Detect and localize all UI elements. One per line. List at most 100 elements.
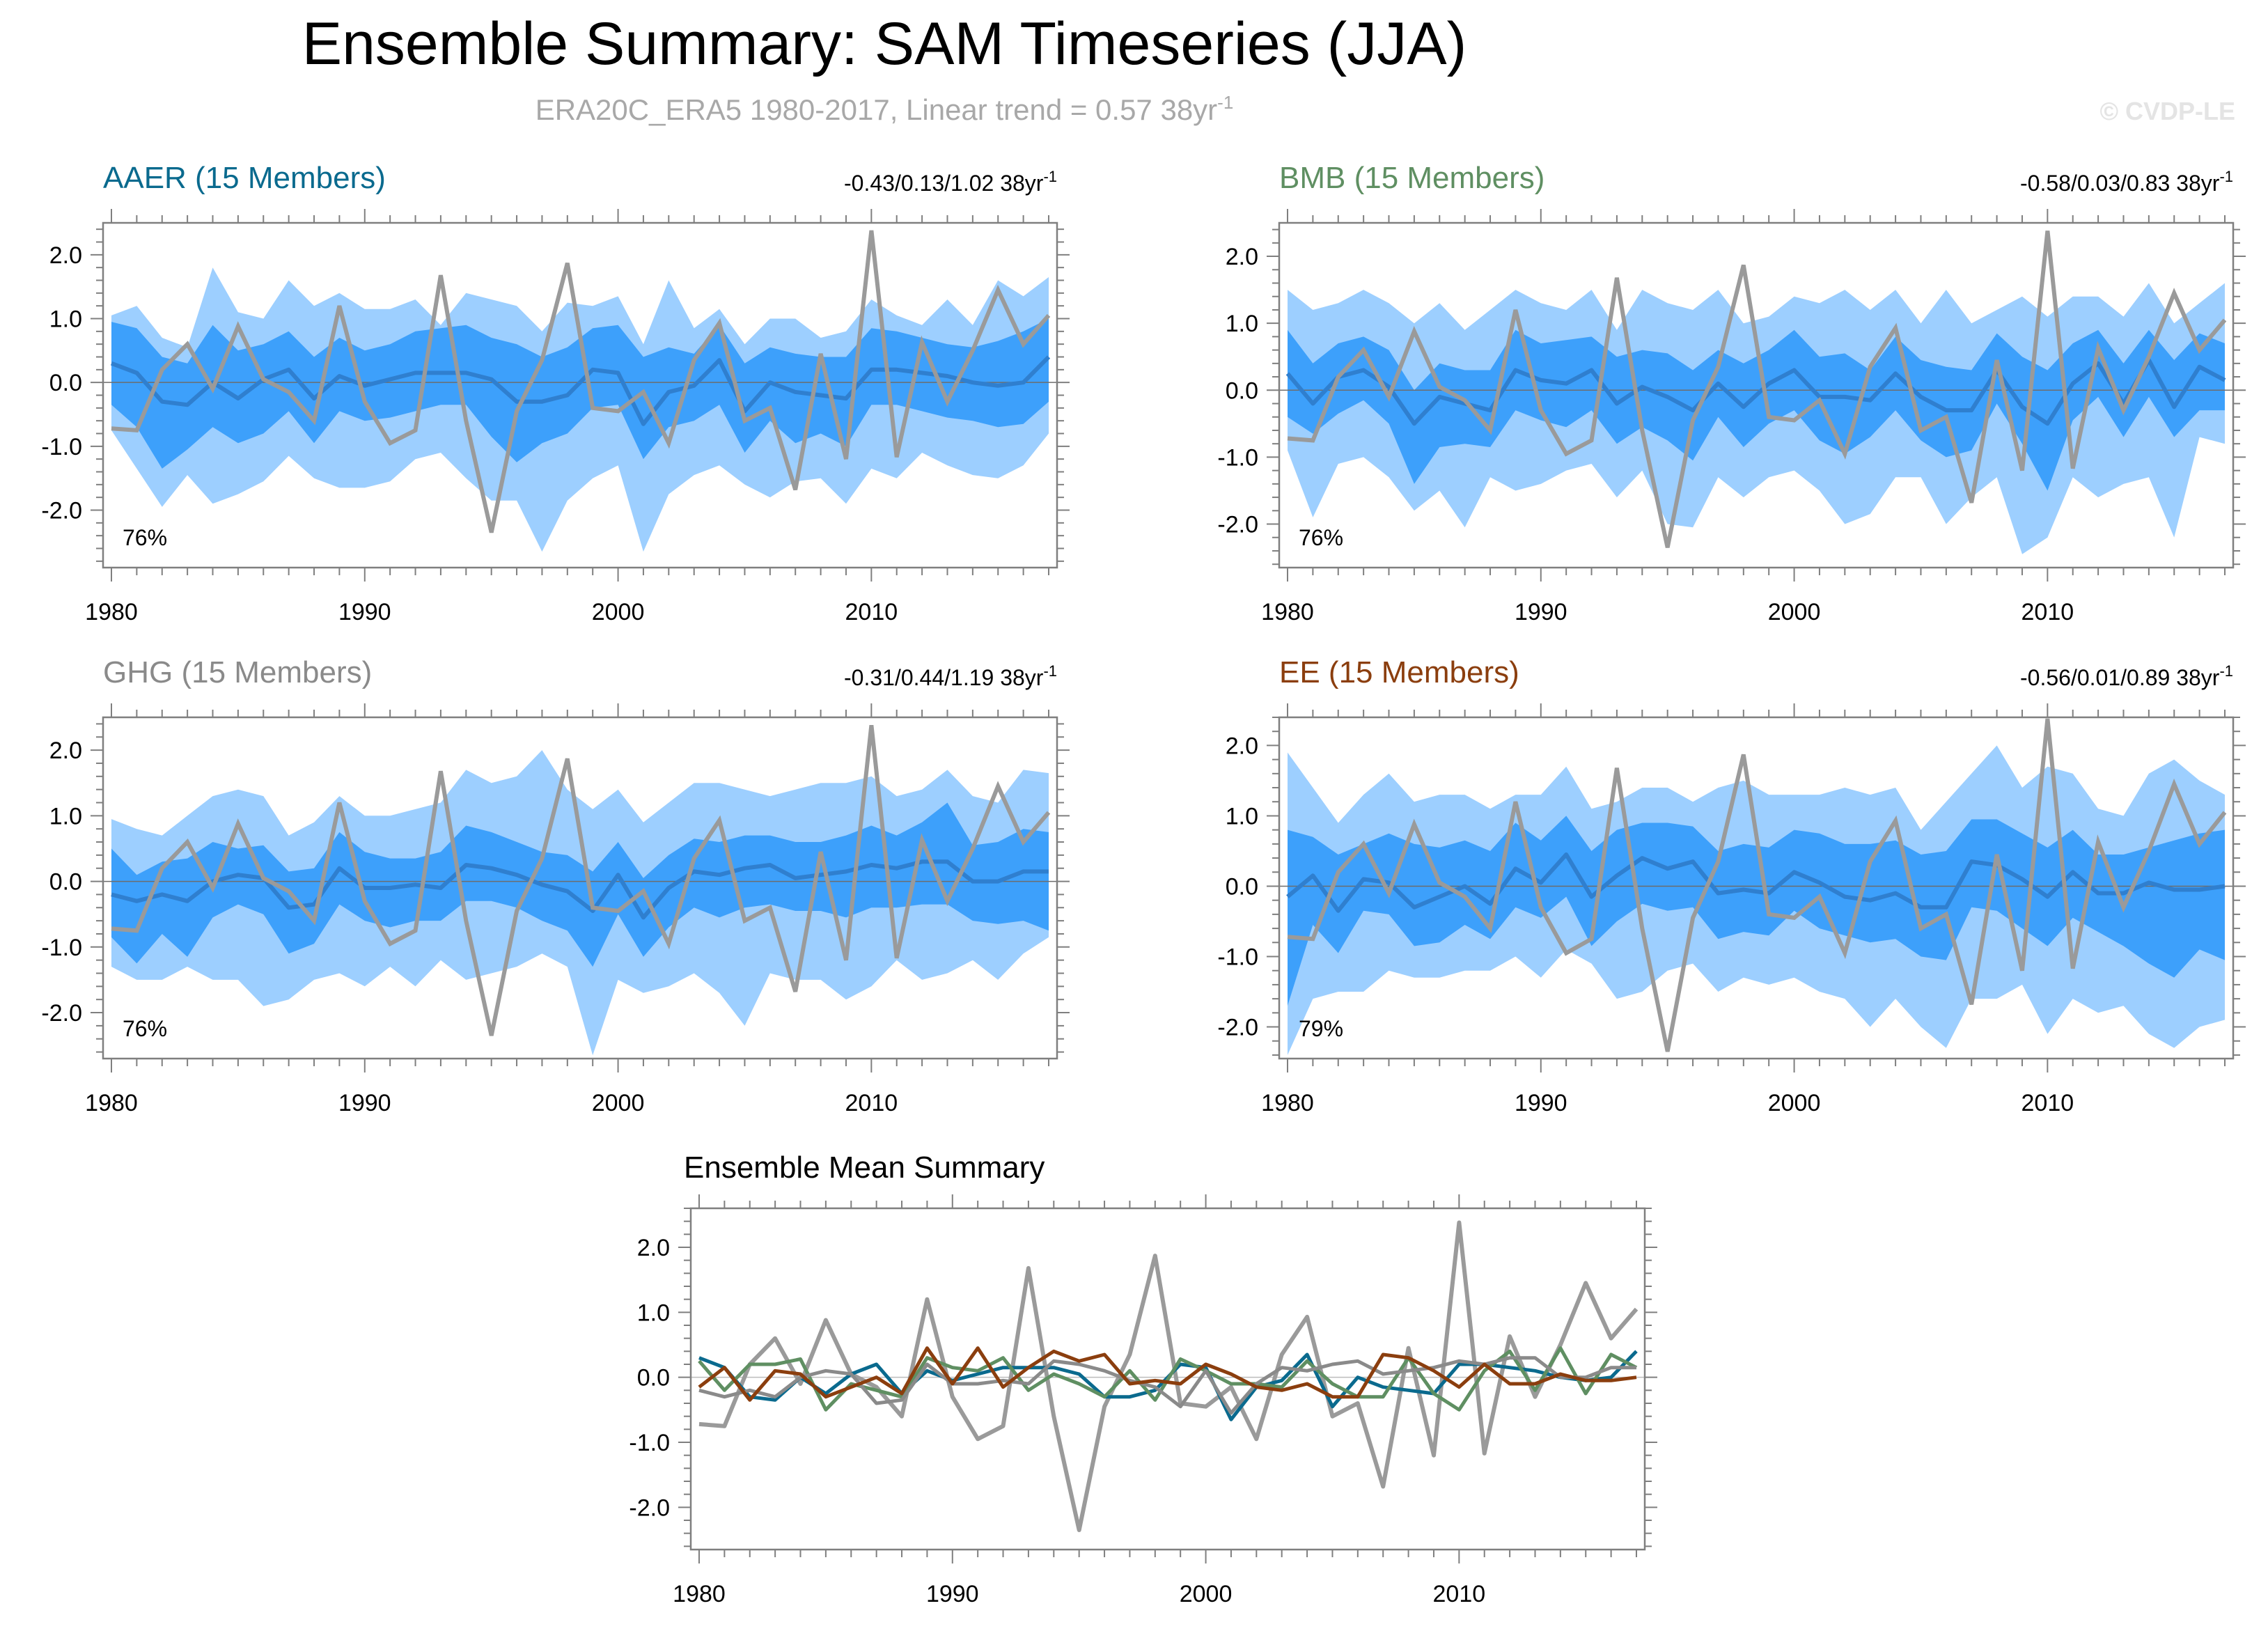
x-tick-label: 2010 xyxy=(2021,599,2074,625)
panel-title: Ensemble Mean Summary xyxy=(684,1150,1045,1185)
y-tick-label: -1.0 xyxy=(1217,444,1258,471)
x-tick-label: 1980 xyxy=(1261,1090,1314,1116)
panel-percent-label: 76% xyxy=(123,525,167,550)
panel-ghg: GHG (15 Members) -0.31/0.44/1.19 38yr-1 76… xyxy=(41,655,1070,1116)
y-tick-label: 1.0 xyxy=(49,803,82,829)
subtitle-text: ERA20C_ERA5 1980-2017, Linear trend = 0.… xyxy=(535,93,1217,126)
trend-stats-superscript: -1 xyxy=(1043,662,1057,680)
panel-title: GHG (15 Members) xyxy=(103,655,372,689)
panel-trend-stats: -0.43/0.13/1.02 38yr-1 xyxy=(844,168,1057,196)
y-tick-label: -2.0 xyxy=(629,1495,670,1521)
series-line-era20c-era5 xyxy=(698,1220,1639,1532)
y-tick-label: -1.0 xyxy=(1217,944,1258,971)
observation-line xyxy=(1287,231,2227,548)
y-tick-label: -1.0 xyxy=(41,935,82,961)
panel-trend-stats: -0.58/0.03/0.83 38yr-1 xyxy=(2020,168,2233,196)
figure-subtitle: ERA20C_ERA5 1980-2017, Linear trend = 0.… xyxy=(535,92,1234,126)
panel-percent-label: 76% xyxy=(123,1016,167,1041)
y-tick-label: -2.0 xyxy=(41,498,82,524)
y-tick-label: 2.0 xyxy=(49,242,82,269)
figure-title: Ensemble Summary: SAM Timeseries (JJA) xyxy=(302,10,1467,77)
y-tick-label: 1.0 xyxy=(49,306,82,333)
plot-area xyxy=(103,724,1057,1056)
x-tick-label: 1990 xyxy=(1515,599,1567,625)
plot-area xyxy=(691,1220,1645,1532)
y-tick-label: 0.0 xyxy=(1226,873,1258,900)
trend-stats-superscript: -1 xyxy=(2219,662,2233,680)
plot-area xyxy=(1279,231,2233,554)
panel-ee: EE (15 Members) -0.56/0.01/0.89 38yr-1 79%… xyxy=(1217,655,2246,1116)
y-tick-label: 1.0 xyxy=(637,1300,670,1326)
x-tick-label: 2010 xyxy=(845,599,898,625)
y-tick-label: -2.0 xyxy=(1217,1015,1258,1041)
trend-stats-text: -0.56/0.01/0.89 38yr xyxy=(2020,665,2220,690)
x-tick-label: 1990 xyxy=(338,1090,391,1116)
plot-frame xyxy=(102,716,1058,1060)
ensemble-mean-line xyxy=(1285,358,2226,426)
y-tick-label: 2.0 xyxy=(637,1235,670,1261)
plot-area xyxy=(1279,718,2233,1055)
x-tick-label: 1980 xyxy=(673,1581,726,1607)
y-tick-label: -1.0 xyxy=(41,434,82,460)
panel-trend-stats: -0.56/0.01/0.89 38yr-1 xyxy=(2020,662,2233,690)
y-tick-label: 2.0 xyxy=(1226,733,1258,759)
trend-stats-text: -0.58/0.03/0.83 38yr xyxy=(2020,171,2220,196)
observation-line xyxy=(111,724,1051,1036)
panel-percent-label: 79% xyxy=(1299,1016,1343,1041)
ensemble-mean-line xyxy=(111,859,1049,920)
y-tick-label: 0.0 xyxy=(637,1365,670,1391)
band-25-75-percentile xyxy=(111,318,1049,469)
panel-ensemble-mean: Ensemble Mean Summary 2.0 1.0 0.0 -1.0 -2.0 19… xyxy=(629,1150,1657,1607)
plot-area xyxy=(103,230,1057,552)
y-tick-label: -2.0 xyxy=(1217,512,1258,538)
panels: AAER (15 Members) -0.43/0.13/1.02 38yr-17… xyxy=(41,161,2246,1607)
panel-percent-label: 76% xyxy=(1299,525,1343,550)
x-tick-label: 2000 xyxy=(1180,1581,1233,1607)
y-tick-label: -1.0 xyxy=(629,1430,670,1456)
panel-title: BMB (15 Members) xyxy=(1279,161,1544,195)
y-tick-label: 1.0 xyxy=(1226,803,1258,829)
y-tick-label: 2.0 xyxy=(1226,244,1258,270)
panel-trend-stats: -0.31/0.44/1.19 38yr-1 xyxy=(844,662,1057,690)
y-tick-label: -2.0 xyxy=(41,1000,82,1027)
plot-frame xyxy=(689,1207,1646,1551)
plot-frame xyxy=(1278,221,2235,569)
panel-title: EE (15 Members) xyxy=(1279,655,1519,689)
x-tick-label: 2000 xyxy=(592,599,645,625)
panel-aaer: AAER (15 Members) -0.43/0.13/1.02 38yr-1 7… xyxy=(41,161,1070,625)
x-tick-label: 2000 xyxy=(1768,1090,1821,1116)
trend-stats-superscript: -1 xyxy=(1043,168,1057,185)
x-tick-label: 1980 xyxy=(85,1090,138,1116)
y-tick-label: 2.0 xyxy=(49,738,82,764)
x-tick-label: 2010 xyxy=(845,1090,898,1116)
x-tick-label: 1980 xyxy=(1261,599,1314,625)
x-tick-label: 2000 xyxy=(1768,599,1821,625)
plot-frame xyxy=(1278,716,2235,1060)
series-line-ee xyxy=(698,1346,1637,1402)
trend-stats-text: -0.31/0.44/1.19 38yr xyxy=(844,665,1044,690)
x-tick-label: 2000 xyxy=(592,1090,645,1116)
subtitle-superscript: -1 xyxy=(1217,92,1233,113)
ensemble-mean-line xyxy=(110,355,1051,426)
panel-bmb: BMB (15 Members) -0.58/0.03/0.83 38yr-1 76… xyxy=(1217,161,2246,625)
x-tick-label: 1990 xyxy=(926,1581,979,1607)
watermark: © CVDP-LE xyxy=(2099,97,2235,125)
x-tick-label: 2010 xyxy=(1433,1581,1486,1607)
y-tick-label: 0.0 xyxy=(49,869,82,896)
y-tick-label: 1.0 xyxy=(1226,311,1258,337)
panel-title: AAER (15 Members) xyxy=(103,161,386,195)
trend-stats-text: -0.43/0.13/1.02 38yr xyxy=(844,171,1044,196)
x-tick-label: 1990 xyxy=(338,599,391,625)
y-tick-label: 0.0 xyxy=(1226,377,1258,404)
band-25-75-percentile xyxy=(111,802,1049,967)
observation-line xyxy=(111,230,1051,533)
ensemble-mean-line xyxy=(1286,852,2226,913)
series-line-ghg xyxy=(698,1356,1636,1415)
x-tick-label: 1980 xyxy=(85,599,138,625)
observation-line xyxy=(1287,718,2227,1052)
x-tick-label: 1990 xyxy=(1515,1090,1567,1116)
trend-stats-superscript: -1 xyxy=(2219,168,2233,185)
band-25-75-percentile xyxy=(1288,329,2225,491)
x-tick-label: 2010 xyxy=(2021,1090,2074,1116)
